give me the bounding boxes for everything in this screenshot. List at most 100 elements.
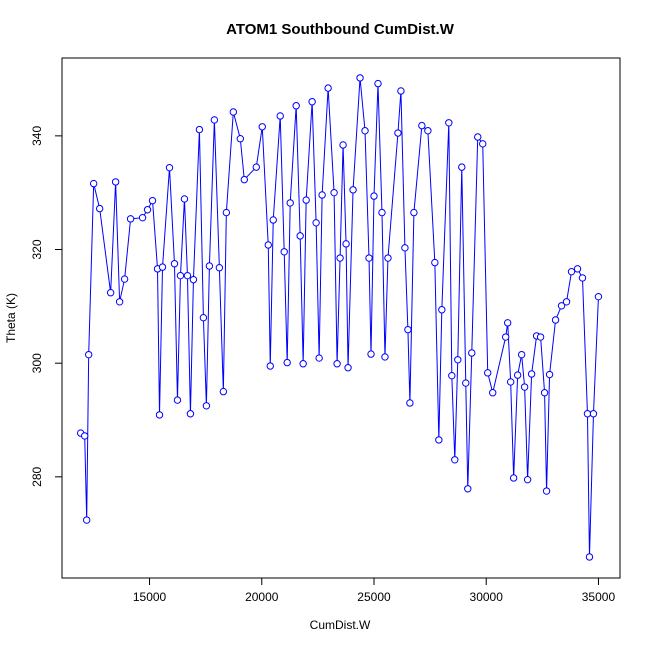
plot-frame: [61, 57, 621, 579]
data-point: [315, 354, 323, 362]
data-point: [115, 298, 124, 306]
data-point: [318, 191, 326, 199]
data-point: [506, 378, 515, 386]
data-point: [80, 432, 89, 440]
data-point: [252, 163, 260, 171]
data-point: [312, 219, 320, 227]
data-point: [424, 127, 432, 135]
data-point: [367, 350, 375, 358]
data-point: [95, 204, 104, 213]
data-point: [468, 349, 476, 357]
data-point: [186, 410, 195, 418]
data-point: [542, 487, 551, 495]
data-point: [215, 264, 224, 272]
data-point: [180, 195, 189, 203]
data-point: [523, 475, 532, 484]
x-tick-label: 15000: [133, 590, 167, 604]
x-tick-label: 35000: [582, 590, 616, 604]
data-point: [183, 271, 192, 280]
data-point: [302, 196, 310, 204]
data-point: [567, 267, 576, 276]
data-point: [276, 112, 284, 120]
y-tick-label: 280: [30, 467, 44, 487]
data-point: [111, 178, 120, 186]
data-point: [236, 134, 245, 143]
data-point: [562, 298, 571, 306]
data-point: [106, 289, 115, 297]
data-point: [489, 389, 497, 397]
data-point: [299, 360, 307, 368]
data-point: [155, 411, 164, 419]
data-point: [165, 163, 174, 172]
data-point: [464, 485, 472, 493]
data-point: [176, 271, 185, 280]
data-point: [264, 241, 272, 249]
data-point: [501, 333, 510, 341]
data-point: [344, 364, 352, 372]
data-point: [365, 254, 373, 262]
data-point: [210, 116, 219, 124]
data-point: [509, 474, 518, 482]
data-point: [578, 274, 587, 282]
data-point: [401, 244, 409, 252]
data-point: [484, 369, 492, 377]
data-point: [280, 248, 288, 256]
data-point: [474, 133, 482, 141]
data-point: [84, 350, 93, 359]
data-point: [406, 399, 414, 407]
data-point: [296, 232, 304, 240]
data-point: [583, 410, 592, 418]
data-point: [513, 371, 522, 379]
data-point: [448, 371, 456, 380]
data-point: [336, 254, 344, 262]
data-point: [438, 306, 446, 314]
data-point: [339, 141, 347, 149]
data-point: [361, 127, 369, 135]
data-point: [458, 163, 466, 171]
data-point: [381, 353, 389, 361]
data-point: [89, 179, 98, 188]
data-point: [240, 175, 249, 184]
data-point: [330, 188, 338, 197]
data-point: [404, 325, 412, 334]
data-point: [269, 216, 277, 224]
data-point: [378, 208, 386, 217]
data-point: [219, 387, 228, 396]
data-point: [545, 370, 554, 379]
chart-title: ATOM1 Southbound CumDist.W: [226, 21, 455, 38]
data-point: [349, 186, 357, 194]
data-point: [540, 389, 549, 397]
data-point: [324, 84, 332, 92]
data-point: [202, 402, 211, 410]
data-point: [503, 319, 512, 327]
data-point: [589, 410, 598, 418]
data-point: [286, 199, 294, 207]
data-point: [342, 240, 350, 248]
data-point: [126, 215, 135, 223]
data-point: [551, 316, 560, 324]
x-tick-label: 30000: [470, 590, 504, 604]
data-point: [356, 74, 364, 82]
data-point: [370, 192, 378, 200]
data-point: [573, 265, 582, 273]
data-point: [418, 121, 426, 130]
data-point: [158, 263, 167, 271]
data-point: [205, 262, 214, 270]
data-point: [222, 208, 231, 217]
data-point: [445, 119, 453, 127]
data-point: [229, 108, 238, 116]
data-point: [283, 358, 291, 367]
y-tick-label: 320: [30, 239, 44, 259]
data-point: [410, 208, 418, 217]
y-tick-label: 300: [30, 353, 44, 373]
data-point: [536, 333, 545, 341]
data-point: [266, 362, 274, 370]
data-point: [594, 292, 603, 301]
data-point: [557, 302, 566, 310]
data-point: [170, 260, 179, 268]
data-point: [82, 516, 91, 524]
data-point: [394, 129, 402, 137]
data-point: [517, 350, 526, 359]
data-point: [292, 102, 300, 110]
